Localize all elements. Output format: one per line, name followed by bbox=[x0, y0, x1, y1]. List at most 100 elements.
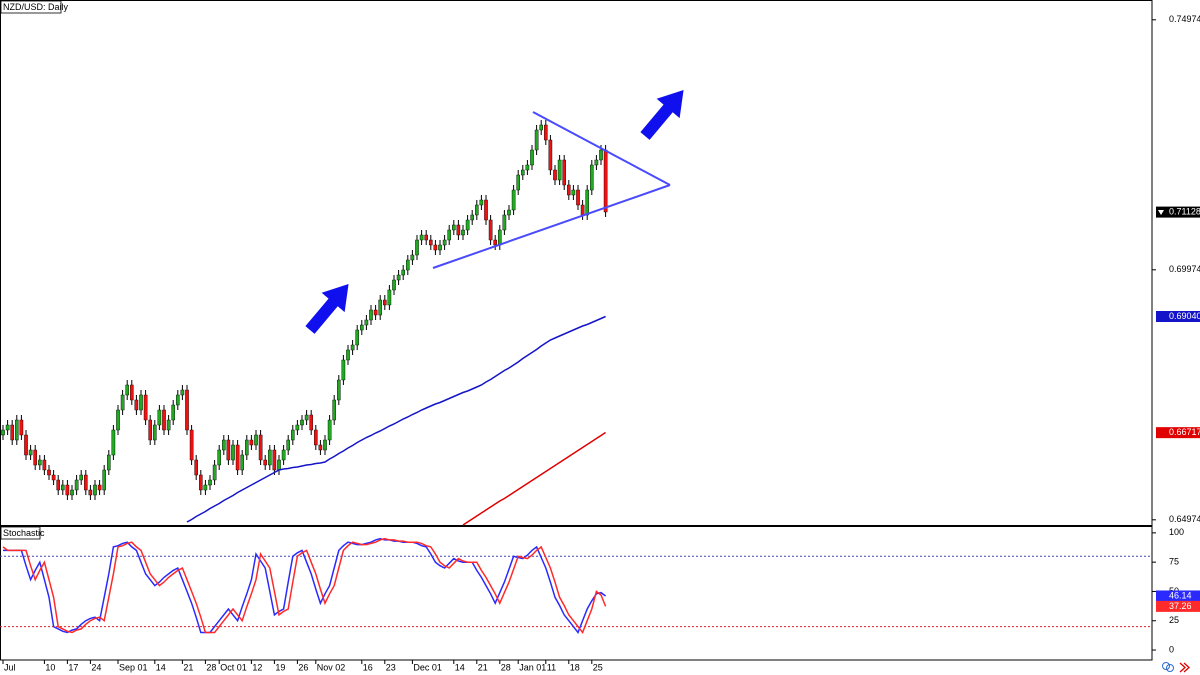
candle-body bbox=[530, 149, 534, 166]
candle-body bbox=[502, 214, 507, 231]
candle-body bbox=[61, 484, 65, 491]
plot bbox=[0, 19, 1156, 664]
candle-body bbox=[479, 199, 484, 206]
candle-body bbox=[447, 229, 452, 241]
candle-body bbox=[134, 399, 139, 411]
candle-body bbox=[521, 169, 525, 176]
x-tick-label: 12 bbox=[252, 662, 262, 672]
candle-body bbox=[456, 224, 461, 236]
candle-body bbox=[392, 279, 396, 291]
price-label-box bbox=[1156, 311, 1200, 322]
candle-body bbox=[332, 399, 337, 421]
candle-body bbox=[166, 419, 171, 431]
axis-labels: 0.74974 0.69974 0.64974 0.71128 0.69040 0.667… bbox=[4, 14, 1200, 672]
series-line bbox=[3, 537, 607, 635]
x-tick-label: 19 bbox=[275, 662, 285, 672]
candle-body bbox=[470, 214, 475, 221]
candle-body bbox=[557, 159, 562, 181]
candle-body bbox=[208, 479, 212, 486]
x-tick-label: 14 bbox=[455, 662, 465, 672]
icon[interactable] bbox=[1162, 662, 1170, 670]
candle-body bbox=[571, 189, 576, 196]
candle-body bbox=[304, 414, 309, 421]
series-line bbox=[2, 537, 607, 635]
x-tick-label: 10 bbox=[45, 662, 55, 672]
candle-body bbox=[24, 434, 28, 456]
stochastic-panel-frame bbox=[0, 526, 1153, 661]
candle-body bbox=[291, 429, 295, 441]
x-tick-label: Oct 01 bbox=[220, 662, 247, 672]
panel-title: Stochastic bbox=[3, 528, 45, 538]
candle-body bbox=[539, 124, 543, 131]
x-tick-label: 16 bbox=[363, 662, 373, 672]
candle-body bbox=[277, 459, 281, 471]
candle-body bbox=[433, 244, 438, 251]
candle-body bbox=[603, 149, 608, 213]
price-label-box bbox=[1156, 600, 1200, 612]
x-tick-label: 25 bbox=[593, 662, 603, 672]
triangle-line bbox=[432, 184, 671, 269]
candle-body bbox=[116, 409, 120, 431]
x-tick-label: 17 bbox=[68, 662, 78, 672]
candle-body bbox=[553, 169, 557, 181]
candle-body bbox=[28, 449, 33, 456]
candle-body bbox=[194, 459, 199, 476]
x-tick-label: Dec 01 bbox=[413, 662, 442, 672]
candle-body bbox=[327, 419, 332, 441]
candle-body bbox=[286, 439, 291, 451]
x-tick-label: 23 bbox=[386, 662, 396, 672]
candle-body bbox=[47, 469, 51, 476]
candle-body bbox=[56, 479, 60, 491]
candle-body bbox=[383, 299, 387, 306]
icon[interactable] bbox=[1179, 662, 1190, 673]
candle-body bbox=[175, 394, 180, 406]
arrow bbox=[640, 90, 684, 140]
price-label-box bbox=[1156, 590, 1200, 602]
candle-body bbox=[74, 479, 79, 491]
candle-body bbox=[314, 429, 318, 446]
y-tick-label: 0.64974 bbox=[1169, 514, 1200, 524]
price-label: 46.14 bbox=[1169, 590, 1192, 600]
x-tick-label: 28 bbox=[206, 662, 216, 672]
candle-body bbox=[378, 299, 383, 316]
candle-body bbox=[300, 419, 304, 426]
candle-body bbox=[235, 444, 240, 471]
candle-body bbox=[281, 449, 286, 461]
candle-body bbox=[139, 394, 143, 411]
candle-body bbox=[42, 459, 47, 471]
candle-body bbox=[475, 204, 479, 216]
candle-body bbox=[120, 394, 125, 411]
candle-body bbox=[318, 444, 323, 451]
candle-body bbox=[419, 234, 424, 241]
candle-body bbox=[111, 429, 116, 456]
candle-body bbox=[337, 379, 341, 401]
candle-body bbox=[203, 484, 208, 491]
candle-body bbox=[221, 439, 226, 451]
candle-body bbox=[272, 449, 277, 471]
candle-body bbox=[429, 239, 433, 246]
candle-body bbox=[594, 159, 599, 166]
candle-body bbox=[562, 159, 566, 186]
candle-body bbox=[185, 389, 189, 431]
candle-body bbox=[323, 439, 327, 451]
candle-body bbox=[548, 139, 553, 171]
current-price-marker bbox=[1158, 210, 1164, 215]
x-tick-label: 18 bbox=[570, 662, 580, 672]
candle-body bbox=[5, 424, 10, 431]
candle-body bbox=[79, 474, 83, 481]
candle-body bbox=[65, 484, 70, 496]
icon[interactable] bbox=[1166, 664, 1174, 672]
price-label-box bbox=[1156, 427, 1200, 439]
y-tick-label: 100 bbox=[1169, 527, 1184, 537]
candle-body bbox=[406, 259, 410, 271]
toolbar-icons[interactable] bbox=[1162, 662, 1190, 673]
candle-body bbox=[387, 289, 392, 306]
candle-body bbox=[93, 484, 97, 496]
candle-body bbox=[14, 419, 19, 441]
candle-body bbox=[341, 359, 346, 381]
candle-body bbox=[590, 164, 594, 191]
candle-body bbox=[217, 449, 222, 466]
candle-body bbox=[576, 189, 580, 206]
candle-body bbox=[212, 464, 217, 481]
candle-body bbox=[268, 449, 272, 466]
